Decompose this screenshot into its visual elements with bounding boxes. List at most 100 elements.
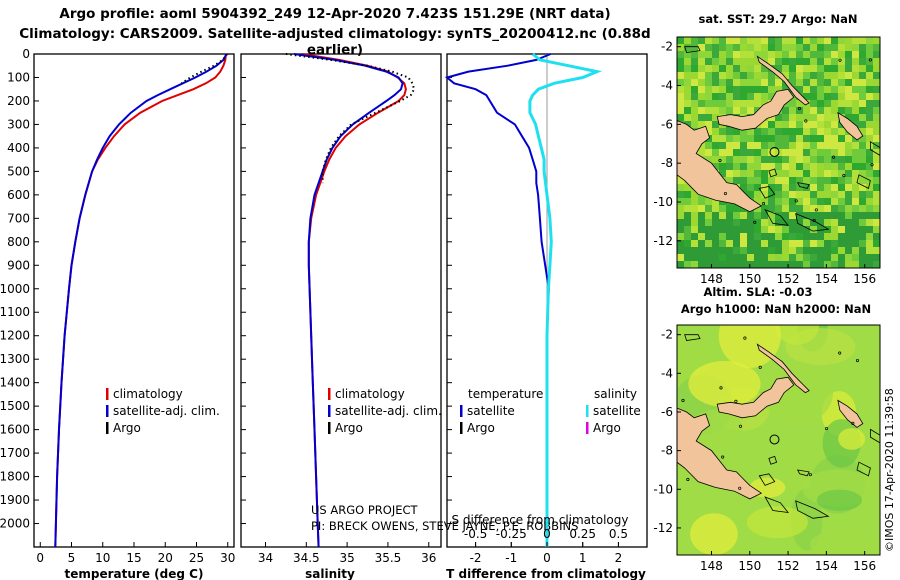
- sst-cell: [698, 142, 705, 149]
- sst-cell: [761, 72, 768, 79]
- sst-cell: [775, 65, 782, 72]
- sst-cell: [796, 226, 803, 233]
- sst-cell: [782, 128, 789, 135]
- sst-cell: [796, 128, 803, 135]
- temperature-legend-satellite-label: satellite-adj. clim.: [113, 404, 220, 418]
- sst-cell: [747, 37, 754, 44]
- sst-cell: [733, 58, 740, 65]
- sst-cell: [740, 58, 747, 65]
- sst-cell: [712, 51, 719, 58]
- sst-cell: [740, 163, 747, 170]
- sst-cell: [817, 247, 824, 254]
- sst-cell: [740, 107, 747, 114]
- sst-cell: [768, 226, 775, 233]
- coastline-outline: [768, 168, 778, 178]
- sdiff-tick-label: 0.25: [569, 527, 596, 541]
- sst-cell: [782, 156, 789, 163]
- sst-cell: [810, 79, 817, 86]
- sst-cell: [775, 121, 782, 128]
- sst-cell: [775, 44, 782, 51]
- sst-cell: [677, 177, 684, 184]
- temperature-legend-climatology-swatch: [106, 388, 109, 400]
- sst-cell: [698, 93, 705, 100]
- sst-cell: [747, 212, 754, 219]
- sst-cell: [838, 65, 845, 72]
- altimetry-map-title: Argo h1000: NaN h2000: NaN: [681, 302, 871, 316]
- sst-cell: [782, 261, 789, 268]
- sst-cell: [684, 205, 691, 212]
- sst-cell: [726, 93, 733, 100]
- sst-cell: [775, 226, 782, 233]
- small-island: [838, 351, 842, 355]
- sst-cell: [712, 156, 719, 163]
- salinity-tick-label: 35: [339, 551, 354, 565]
- sst-cell: [768, 233, 775, 240]
- sst-cell: [761, 121, 768, 128]
- sst-cell: [691, 44, 698, 51]
- salinity-axis-label: salinity: [305, 567, 355, 580]
- sst-cell: [852, 58, 859, 65]
- sst-cell: [775, 170, 782, 177]
- sst-cell: [775, 205, 782, 212]
- sst-cell: [726, 226, 733, 233]
- sst-cell: [810, 261, 817, 268]
- sst-cell: [747, 226, 754, 233]
- sst-cell: [719, 170, 726, 177]
- sst-cell: [810, 142, 817, 149]
- sst-cell: [733, 247, 740, 254]
- sst-cell: [831, 156, 838, 163]
- sst-cell: [859, 198, 866, 205]
- altimetry-blob: [688, 360, 761, 407]
- sst-cell: [831, 163, 838, 170]
- sst-cell: [775, 177, 782, 184]
- sst-cell: [691, 198, 698, 205]
- sst-cell: [803, 156, 810, 163]
- sst-cell: [796, 254, 803, 261]
- sst-cell: [733, 177, 740, 184]
- salinity-tick-label: 35.5: [375, 551, 402, 565]
- sst-cell: [789, 51, 796, 58]
- sst-cell: [684, 37, 691, 44]
- sst-cell: [691, 121, 698, 128]
- sst-cell: [852, 156, 859, 163]
- sst-cell: [866, 107, 873, 114]
- sst-cell: [733, 72, 740, 79]
- sst-cell: [866, 184, 873, 191]
- sst-cell: [859, 219, 866, 226]
- sst-cell: [859, 37, 866, 44]
- small-island: [814, 208, 818, 212]
- sst-cell: [873, 198, 880, 205]
- sst-cell: [684, 247, 691, 254]
- sst-cell: [866, 233, 873, 240]
- depth-tick-label: 800: [7, 235, 30, 249]
- sst-cell: [831, 233, 838, 240]
- sst-cell: [852, 100, 859, 107]
- sst-cell: [677, 100, 684, 107]
- sst-cell: [740, 184, 747, 191]
- land-polygon: [837, 399, 864, 428]
- sst-cell: [852, 72, 859, 79]
- sst-cell: [803, 261, 810, 268]
- small-island: [753, 220, 757, 224]
- sst-cell: [873, 261, 880, 268]
- sst-cell: [831, 198, 838, 205]
- sst-cell: [817, 226, 824, 233]
- sst-cell: [817, 37, 824, 44]
- sst-cell: [754, 37, 761, 44]
- sst-cell: [726, 128, 733, 135]
- sst-cell: [719, 205, 726, 212]
- credit-pi: PI: BRECK OWENS, STEVE JAYNE, P.E. ROBBI…: [311, 519, 578, 533]
- sst-cell: [852, 149, 859, 156]
- sst-cell: [733, 65, 740, 72]
- sst-cell: [803, 107, 810, 114]
- sst-cell: [866, 135, 873, 142]
- sst-cell: [873, 79, 880, 86]
- sst-cell: [726, 135, 733, 142]
- sst-cell: [782, 51, 789, 58]
- sst-cell: [859, 240, 866, 247]
- sst-cell: [677, 212, 684, 219]
- sst-cell: [740, 44, 747, 51]
- salinity-tick-label: 36: [421, 551, 436, 565]
- sst-cell: [796, 58, 803, 65]
- sst-cell: [810, 170, 817, 177]
